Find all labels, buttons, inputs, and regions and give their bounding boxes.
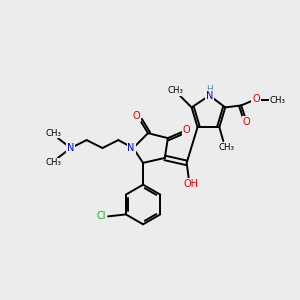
Text: Cl: Cl: [96, 212, 106, 221]
Text: O: O: [132, 111, 140, 121]
Text: N: N: [206, 91, 213, 100]
Text: CH₃: CH₃: [218, 142, 234, 152]
Text: N: N: [128, 143, 135, 153]
Text: CH₃: CH₃: [46, 158, 62, 167]
Text: N: N: [67, 143, 74, 153]
Text: CH₃: CH₃: [168, 86, 184, 95]
Text: O: O: [242, 117, 250, 127]
Text: OH: OH: [183, 179, 198, 189]
Text: O: O: [252, 94, 260, 104]
Text: O: O: [183, 125, 190, 135]
Text: H: H: [206, 85, 213, 94]
Text: CH₃: CH₃: [46, 129, 62, 138]
Text: CH₃: CH₃: [270, 96, 286, 105]
